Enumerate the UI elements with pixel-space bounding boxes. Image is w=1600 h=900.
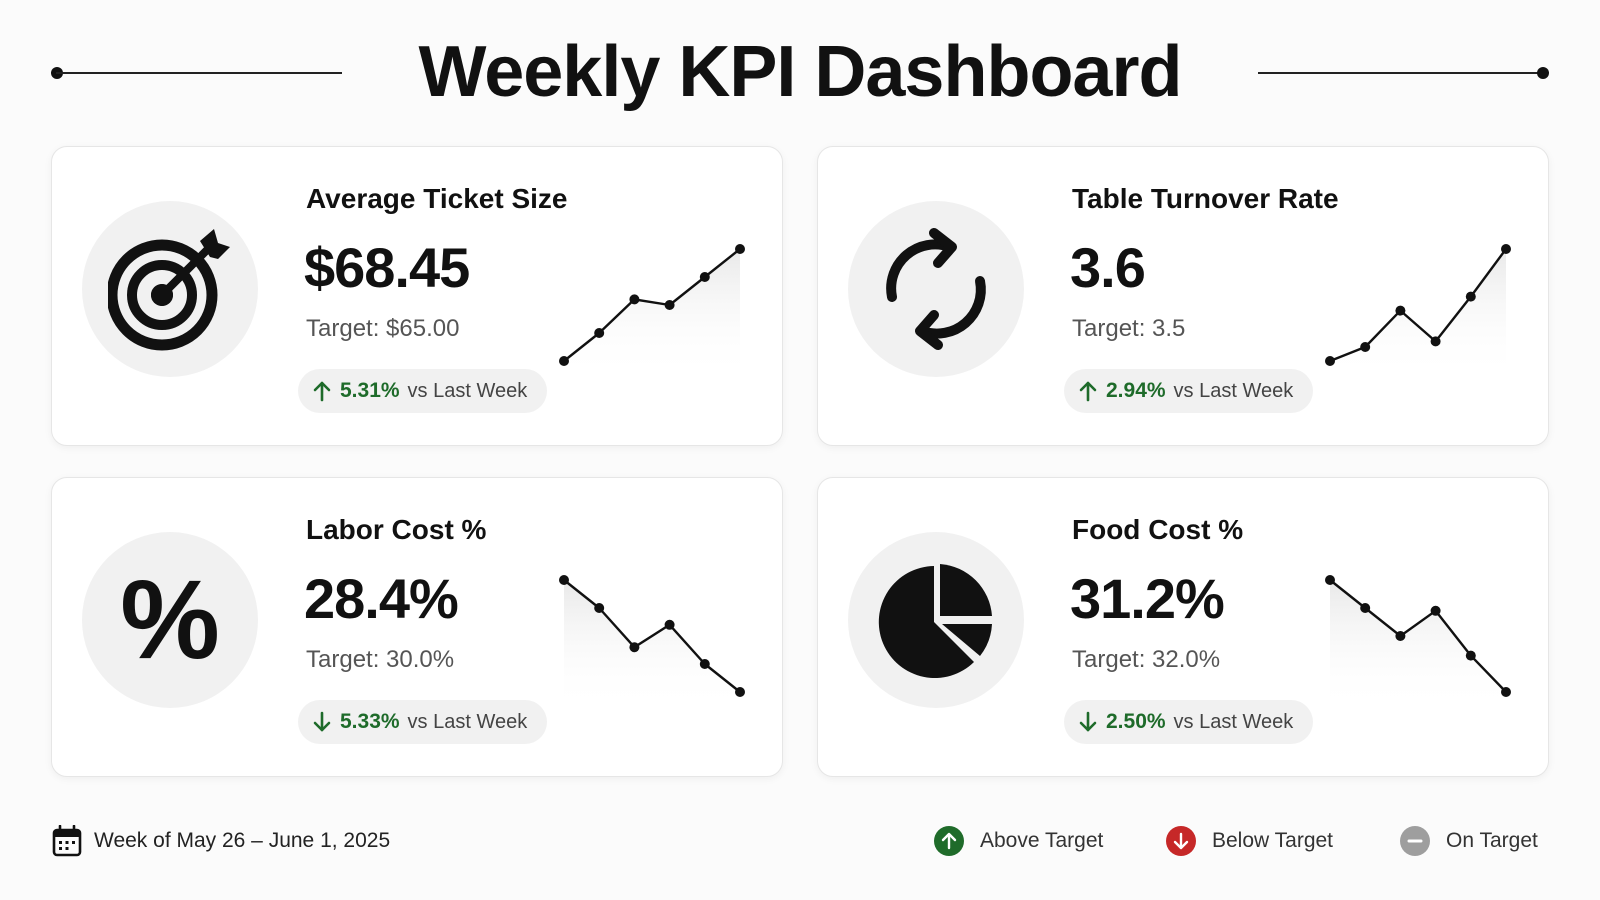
change-label: vs Last Week [407, 710, 528, 733]
target-icon [82, 201, 258, 377]
kpi-value: 31.2% [1070, 567, 1225, 630]
pie-chart-icon [848, 532, 1024, 708]
change-badge: 5.33% vs Last Week [298, 700, 548, 744]
sparkline-point-1 [594, 328, 605, 338]
sparkline-point-4 [699, 272, 710, 282]
legend-above-target: Above Target [934, 826, 1103, 856]
week-range: Week of May 26 – June 1, 2025 [52, 825, 390, 857]
kpi-title: Table Turnover Rate [1072, 183, 1339, 214]
sparkline-area [1330, 249, 1506, 379]
sparkline-point-3 [664, 619, 675, 630]
sparkline-point-5 [735, 244, 745, 254]
sparkline [1325, 244, 1511, 379]
kpi-target: Target: 30.0% [306, 646, 455, 673]
minus-circle-icon [1400, 826, 1430, 856]
arrow-down-circle-icon [1166, 826, 1196, 856]
change-label: vs Last Week [407, 379, 528, 402]
sparkline-point-0 [559, 356, 569, 366]
kpi-target: Target: 3.5 [1072, 315, 1186, 342]
sparkline-point-0 [1325, 356, 1335, 366]
sparkline-point-2 [1395, 631, 1406, 641]
sparkline-point-1 [1360, 603, 1371, 613]
change-badge: 5.31% vs Last Week [298, 369, 548, 413]
header-rule-left [56, 72, 342, 74]
kpi-card-food-cost: Food Cost % 31.2% Target: 32.0% 2.50% vs… [817, 477, 1549, 777]
sparkline-point-5 [1501, 687, 1511, 697]
legend-label: Above Target [980, 829, 1104, 852]
kpi-card-average-ticket-size: Average Ticket Size $68.45 Target: $65.0… [51, 146, 783, 446]
refresh-cycle-icon [848, 201, 1024, 377]
arrow-down-icon [313, 711, 331, 732]
change-percent: 2.94% [1106, 379, 1166, 402]
sparkline-point-2 [629, 642, 640, 653]
legend-label: On Target [1446, 829, 1538, 852]
header-rule-dot-right [1537, 67, 1549, 79]
arrow-up-icon [1079, 381, 1097, 402]
sparkline-line [563, 579, 741, 693]
page-title: Weekly KPI Dashboard [418, 32, 1183, 112]
kpi-value: 3.6 [1070, 236, 1146, 299]
sparkline [559, 575, 745, 710]
sparkline-point-0 [1325, 575, 1335, 585]
sparkline-line [1329, 579, 1507, 693]
sparkline [559, 244, 745, 379]
sparkline-area [1330, 580, 1506, 710]
change-percent: 5.33% [340, 710, 400, 733]
sparkline-point-2 [629, 294, 640, 305]
sparkline-point-4 [699, 659, 710, 669]
arrow-down-icon [1079, 711, 1097, 732]
legend-label: Below Target [1212, 829, 1334, 852]
kpi-target: Target: 32.0% [1072, 646, 1221, 673]
change-badge: 2.50% vs Last Week [1064, 700, 1314, 744]
change-label: vs Last Week [1173, 379, 1294, 402]
kpi-title: Labor Cost % [306, 514, 487, 545]
sparkline-point-5 [1501, 244, 1511, 254]
legend-below-target: Below Target [1166, 826, 1333, 856]
change-percent: 5.31% [340, 379, 400, 402]
kpi-target: Target: $65.00 [306, 315, 460, 342]
sparkline-point-4 [1465, 650, 1476, 661]
week-label: Week of May 26 – June 1, 2025 [94, 829, 391, 852]
change-label: vs Last Week [1173, 710, 1294, 733]
header: Weekly KPI Dashboard [0, 26, 1600, 118]
change-percent: 2.50% [1106, 710, 1166, 733]
sparkline-point-3 [1430, 336, 1441, 347]
header-rule-right [1258, 72, 1542, 74]
footer: Week of May 26 – June 1, 2025 Above Targ… [0, 816, 1600, 866]
sparkline-point-0 [559, 575, 569, 585]
kpi-title: Food Cost % [1072, 514, 1244, 545]
sparkline-point-1 [1360, 342, 1371, 352]
arrow-up-circle-icon [934, 826, 964, 856]
sparkline-line [563, 248, 741, 362]
kpi-title: Average Ticket Size [306, 183, 568, 214]
calendar-icon [52, 825, 82, 857]
sparkline-point-1 [594, 603, 605, 613]
sparkline-point-5 [735, 687, 745, 697]
percent-icon: % [82, 532, 258, 708]
kpi-card-table-turnover-rate: Table Turnover Rate 3.6 Target: 3.5 2.94… [817, 146, 1549, 446]
sparkline-point-3 [1430, 605, 1441, 616]
arrow-up-icon [313, 381, 331, 402]
kpi-value: 28.4% [304, 567, 459, 630]
sparkline-area [564, 580, 740, 710]
sparkline-point-4 [1465, 291, 1476, 302]
kpi-card-labor-cost: % Labor Cost % 28.4% Target: 30.0% 5.33%… [51, 477, 783, 777]
change-badge: 2.94% vs Last Week [1064, 369, 1314, 413]
sparkline-point-3 [664, 300, 675, 310]
sparkline-area [564, 249, 740, 379]
sparkline [1325, 575, 1511, 710]
kpi-value: $68.45 [304, 236, 470, 299]
sparkline-point-2 [1395, 305, 1406, 316]
legend-on-target: On Target [1400, 826, 1538, 856]
sparkline-line [1329, 248, 1507, 363]
